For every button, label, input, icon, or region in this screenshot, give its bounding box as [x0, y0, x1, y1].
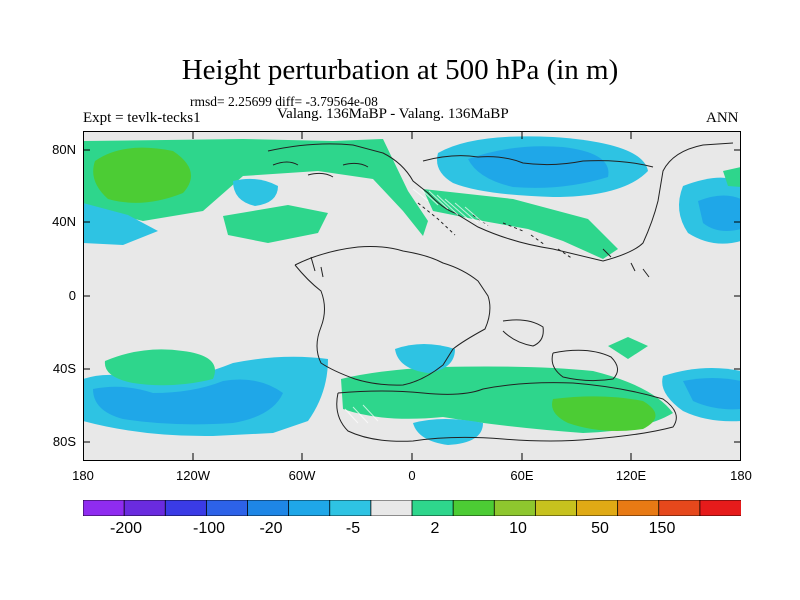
- australia-coast: [551, 349, 618, 382]
- colorbar-cell: [576, 500, 619, 516]
- north-anomalies: [83, 136, 741, 259]
- southern-green-cell: [104, 349, 215, 386]
- antarctic-coast: [336, 382, 677, 442]
- colorbar: [83, 500, 741, 516]
- colorbar-label-150: 150: [648, 520, 676, 537]
- atlantic-blue-cell: [233, 178, 278, 206]
- gondwana-coast: [294, 246, 491, 386]
- lon-label-60e: 60E: [510, 468, 534, 483]
- coastlines: [267, 142, 734, 442]
- south-anomalies: [83, 337, 741, 445]
- colorbar-cell: [247, 500, 290, 516]
- lon-label-0: 0: [408, 468, 416, 483]
- east-pacific-blue-core: [683, 378, 741, 410]
- lat-label-80n: 80N: [52, 142, 76, 157]
- southern-blue-core-west: [93, 379, 283, 425]
- east-green-band: [423, 189, 618, 259]
- north-west-blue-strip: [83, 203, 158, 245]
- colorbar-label-minus5: -5: [345, 520, 361, 537]
- laurasia-coast: [267, 142, 734, 262]
- colorbar-label-minus100: -100: [192, 520, 226, 537]
- colorbar-label-50: 50: [591, 520, 609, 537]
- india-coast: [502, 319, 544, 347]
- colorbar-cell: [329, 500, 372, 516]
- colorbar-cell: [164, 500, 208, 516]
- colorbar-label-minus20: -20: [259, 520, 283, 537]
- colorbar-cell: [123, 500, 167, 516]
- central-green-trough: [223, 205, 328, 243]
- indian-ocean-blue-cell: [395, 344, 455, 373]
- colorbar-label-2: 2: [430, 520, 440, 537]
- colorbar-cell: [534, 500, 578, 516]
- map-panel: [83, 131, 741, 461]
- hatched-regions: [344, 188, 489, 424]
- plot-title: Height perturbation at 500 hPa (in m): [181, 54, 619, 86]
- comparison-subtitle: Valang. 136MaBP - Valang. 136MaBP: [277, 106, 509, 122]
- colorbar-cell: [411, 500, 455, 516]
- south-east-green-diamond: [608, 337, 648, 359]
- season-label: ANN: [706, 110, 739, 126]
- colorbar-cell: [288, 500, 331, 516]
- small-islands: [310, 248, 650, 278]
- lon-label-180w: 180: [72, 468, 94, 483]
- colorbar-cell: [658, 500, 701, 516]
- lon-label-60w: 60W: [288, 468, 316, 483]
- pacific-lime-core: [93, 147, 191, 203]
- axis-ticks: [83, 131, 741, 461]
- lat-label-40n: 40N: [52, 214, 76, 229]
- colorbar-label-10: 10: [509, 520, 527, 537]
- tethys-coast-dashes: [417, 202, 574, 260]
- colorbar-cell: [83, 500, 126, 516]
- arctic-coast: [422, 155, 654, 168]
- northern-islands: [272, 161, 369, 178]
- lon-label-120e: 120E: [615, 468, 647, 483]
- colorbar-label-minus200: -200: [109, 520, 143, 537]
- colorbar-cell: [452, 500, 496, 516]
- lat-label-40s: 40S: [52, 361, 76, 376]
- colorbar-cell: [493, 500, 537, 516]
- arctic-edge-green: [723, 167, 741, 187]
- eurasia-blue-core: [468, 146, 609, 188]
- southern-lime-core: [552, 396, 656, 431]
- lon-label-180e: 180: [730, 468, 752, 483]
- lat-label-80s: 80S: [52, 434, 76, 449]
- colorbar-cell: [370, 500, 413, 516]
- colorbar-cell: [205, 500, 249, 516]
- lon-label-120w: 120W: [176, 468, 210, 483]
- stats-label: rmsd= 2.25699 diff= -3.79564e-08: [190, 94, 378, 109]
- lat-label-eq: 0: [68, 288, 76, 303]
- west-pacific-blue-core: [698, 195, 741, 231]
- colorbar-cell: [699, 500, 741, 516]
- colorbar-cell: [617, 500, 660, 516]
- experiment-label: Expt = tevlk-tecks1: [83, 110, 201, 126]
